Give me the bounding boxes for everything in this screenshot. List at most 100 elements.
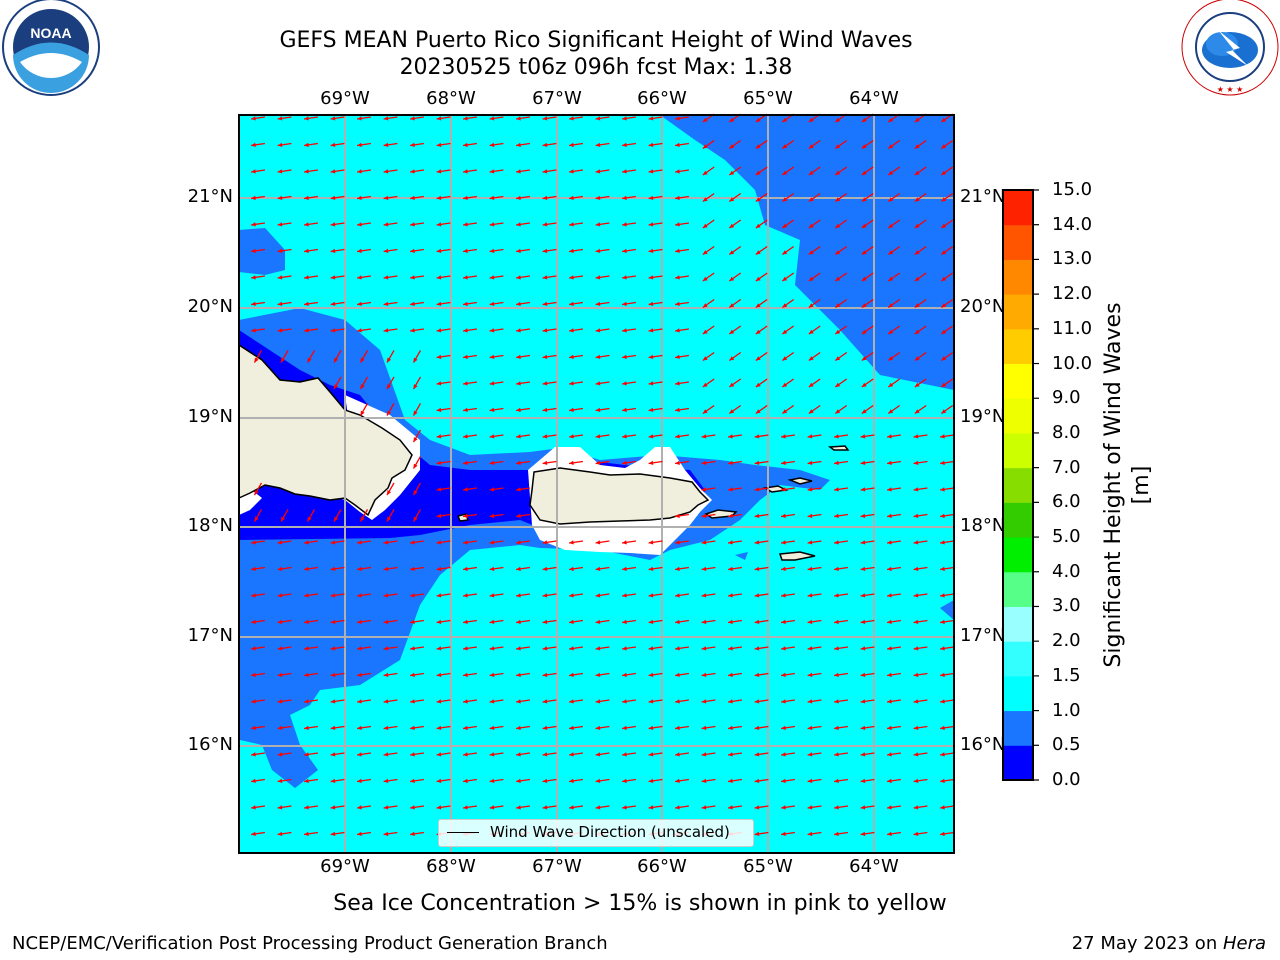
wave-direction-arrowhead bbox=[941, 329, 947, 334]
wave-direction-arrowhead bbox=[622, 248, 627, 253]
wave-direction-arrowhead bbox=[595, 778, 601, 783]
wave-direction-arrowhead bbox=[569, 275, 574, 280]
wave-direction-arrowhead bbox=[808, 250, 814, 255]
wave-direction-arrowhead bbox=[622, 381, 627, 386]
lon-label-top-69: 69°W bbox=[320, 88, 370, 109]
wave-direction-arrowhead bbox=[387, 516, 392, 522]
wave-direction-arrowhead bbox=[807, 646, 813, 651]
wave-direction-arrowhead bbox=[277, 593, 283, 598]
wave-direction-arrowhead bbox=[383, 142, 389, 147]
wave-direction-arrowhead bbox=[941, 197, 947, 202]
wave-direction-arrowhead bbox=[410, 619, 415, 624]
wave-direction-arrowhead bbox=[595, 116, 601, 121]
wave-direction-arrowhead bbox=[463, 513, 468, 518]
wave-direction-arrowhead bbox=[413, 437, 418, 443]
wave-direction-arrowhead bbox=[251, 328, 256, 333]
wave-direction-arrowhead bbox=[516, 275, 521, 280]
wave-direction-arrowhead bbox=[542, 301, 548, 306]
wave-direction-arrowhead bbox=[755, 197, 761, 202]
wave-direction-arrowhead bbox=[782, 409, 788, 414]
lon-label-bottom-66: 66°W bbox=[637, 856, 687, 877]
wave-direction-arrowhead bbox=[702, 303, 708, 308]
colorbar-segment bbox=[1003, 259, 1033, 295]
wave-direction-arrowhead bbox=[569, 116, 574, 121]
wave-direction-arrowhead bbox=[622, 752, 627, 757]
wave-direction-arrowhead bbox=[648, 116, 654, 121]
wave-direction-arrowhead bbox=[330, 540, 336, 545]
wave-direction-arrowhead bbox=[489, 566, 495, 571]
wave-direction-arrowhead bbox=[701, 619, 707, 624]
wave-direction-arrowhead bbox=[729, 329, 735, 334]
wave-direction-arrowhead bbox=[436, 805, 442, 810]
wave-direction-arrowhead bbox=[728, 672, 733, 677]
wave-direction-arrowhead bbox=[622, 301, 627, 306]
wave-direction-arrowhead bbox=[251, 142, 256, 147]
wave-direction-arrowhead bbox=[383, 646, 389, 651]
wave-direction-arrowhead bbox=[357, 778, 362, 783]
wave-direction-arrowhead bbox=[463, 195, 468, 200]
wave-direction-arrowhead bbox=[807, 540, 813, 545]
wave-direction-arrowhead bbox=[834, 540, 839, 545]
wave-direction-arrowhead bbox=[330, 248, 336, 253]
wave-direction-arrowhead bbox=[357, 725, 362, 730]
wave-direction-arrowhead bbox=[463, 169, 468, 174]
wave-direction-arrowhead bbox=[330, 646, 336, 651]
wave-direction-arrowhead bbox=[595, 407, 601, 412]
wave-direction-arrowhead bbox=[277, 672, 283, 677]
wave-direction-arrowhead bbox=[383, 699, 389, 704]
wave-direction-arrowhead bbox=[251, 301, 256, 306]
wave-direction-arrowhead bbox=[383, 116, 389, 121]
colorbar-segment bbox=[1003, 432, 1033, 469]
wave-direction-arrowhead bbox=[595, 460, 601, 465]
wave-direction-arrowhead bbox=[251, 540, 256, 545]
wave-direction-arrowhead bbox=[675, 540, 680, 545]
wave-direction-arrowhead bbox=[860, 487, 866, 492]
wave-direction-arrowhead bbox=[251, 619, 256, 624]
chart-title: GEFS MEAN Puerto Rico Significant Height… bbox=[279, 28, 913, 53]
wave-direction-arrowhead bbox=[913, 725, 919, 730]
wave-direction-arrowhead bbox=[357, 566, 362, 571]
wave-direction-arrowhead bbox=[701, 646, 707, 651]
wave-direction-arrowhead bbox=[330, 672, 336, 677]
wave-direction-arrowhead bbox=[542, 805, 548, 810]
wave-direction-arrowhead bbox=[913, 672, 919, 677]
wave-direction-arrowhead bbox=[516, 513, 521, 518]
wave-direction-arrowhead bbox=[887, 805, 892, 810]
wave-direction-arrowhead bbox=[387, 410, 392, 416]
wave-direction-arrowhead bbox=[782, 303, 788, 308]
wave-direction-arrowhead bbox=[807, 752, 813, 757]
wave-direction-arrowhead bbox=[251, 725, 256, 730]
wave-direction-arrowhead bbox=[277, 275, 283, 280]
wave-direction-arrowhead bbox=[648, 725, 654, 730]
wave-direction-arrowhead bbox=[489, 593, 495, 598]
wave-direction-arrowhead bbox=[387, 384, 392, 390]
wave-direction-arrowhead bbox=[277, 540, 283, 545]
wave-direction-arrowhead bbox=[940, 619, 945, 624]
lon-label-bottom-65: 65°W bbox=[743, 856, 793, 877]
wave-direction-arrowhead bbox=[675, 116, 680, 121]
footer-credit: NCEP/EMC/Verification Post Processing Pr… bbox=[12, 933, 608, 954]
wave-direction-arrowhead bbox=[808, 223, 814, 228]
wave-direction-arrowhead bbox=[595, 593, 601, 598]
wave-direction-arrowhead bbox=[383, 195, 389, 200]
wave-direction-arrowhead bbox=[807, 778, 813, 783]
wave-direction-arrowhead bbox=[542, 593, 548, 598]
wave-direction-arrowhead bbox=[436, 487, 442, 492]
wave-direction-arrowhead bbox=[569, 566, 574, 571]
lat-label-right-18: 18°N bbox=[960, 515, 1006, 536]
colorbar-tick-label: 9.0 bbox=[1052, 387, 1081, 409]
wave-direction-arrowhead bbox=[542, 434, 548, 439]
wave-direction-arrowhead bbox=[861, 197, 867, 202]
wave-direction-arrowhead bbox=[569, 540, 574, 545]
map-legend: Wind Wave Direction (unscaled) bbox=[438, 819, 754, 847]
wave-direction-arrowhead bbox=[413, 516, 418, 522]
wave-direction-arrowhead bbox=[648, 778, 654, 783]
land-tortola bbox=[787, 477, 813, 485]
wave-direction-arrowhead bbox=[357, 116, 362, 121]
wave-direction-arrowhead bbox=[436, 301, 442, 306]
wave-direction-arrowhead bbox=[251, 566, 256, 571]
wave-direction-arrowhead bbox=[807, 619, 813, 624]
wave-direction-arrowhead bbox=[383, 593, 389, 598]
wave-direction-arrowhead bbox=[648, 142, 654, 147]
wave-direction-arrowhead bbox=[888, 144, 894, 149]
